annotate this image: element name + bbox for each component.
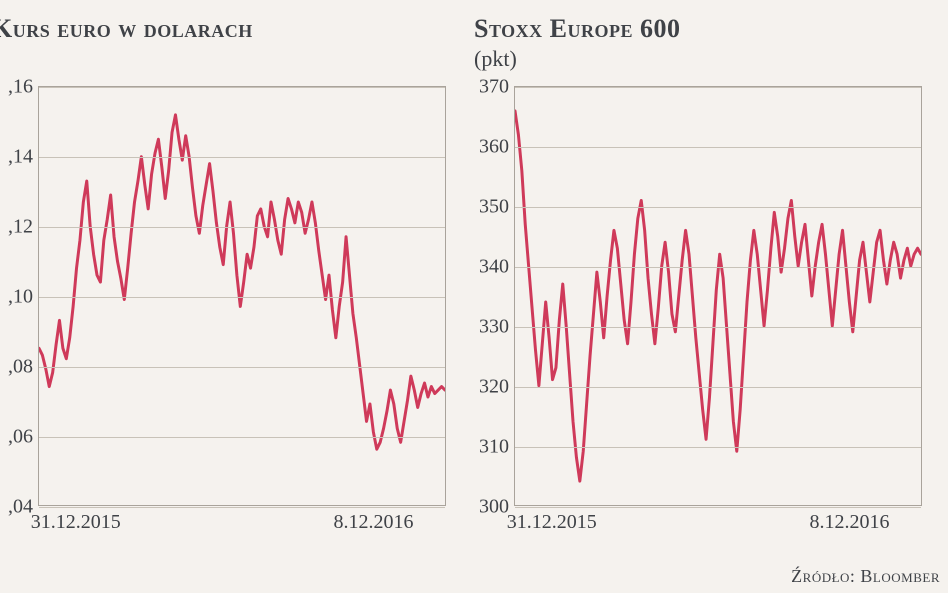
ytick-label: 360 xyxy=(479,136,515,159)
ytick-label: ,06 xyxy=(8,426,39,449)
ytick-label: ,10 xyxy=(8,286,39,309)
gridline xyxy=(39,367,445,368)
chart-right: Stoxx Europe 600 (pkt) 30031032033034035… xyxy=(474,14,922,506)
source-label: Źródło: Bloomber xyxy=(791,566,940,587)
chart-left-title: Kurs euro w dolarach xyxy=(0,14,446,44)
chart-left: Kurs euro w dolarach ,04,06,08,10,12,14,… xyxy=(0,14,446,506)
chart-right-plot: 30031032033034035036037031.12.20158.12.2… xyxy=(514,86,922,506)
ytick-label: 310 xyxy=(479,436,515,459)
xtick-label: 31.12.2015 xyxy=(31,505,121,534)
chart-left-line xyxy=(39,87,445,505)
gridline xyxy=(515,267,921,268)
xtick-label: 8.12.2016 xyxy=(810,505,890,534)
ytick-label: 330 xyxy=(479,316,515,339)
ytick-label: ,08 xyxy=(8,356,39,379)
ytick-label: ,16 xyxy=(8,76,39,99)
gridline xyxy=(39,297,445,298)
xtick-label: 8.12.2016 xyxy=(334,505,414,534)
gridline xyxy=(515,87,921,88)
ytick-label: 320 xyxy=(479,376,515,399)
chart-right-subtitle: (pkt) xyxy=(474,46,922,72)
xtick-label: 31.12.2015 xyxy=(507,505,597,534)
gridline xyxy=(39,227,445,228)
gridline xyxy=(515,327,921,328)
chart-right-line xyxy=(515,87,921,505)
gridline xyxy=(515,447,921,448)
chart-left-plot: ,04,06,08,10,12,14,1631.12.20158.12.2016 xyxy=(38,86,446,506)
gridline xyxy=(515,147,921,148)
ytick-label: 370 xyxy=(479,76,515,99)
gridline xyxy=(515,387,921,388)
ytick-label: ,12 xyxy=(8,216,39,239)
ytick-label: 340 xyxy=(479,256,515,279)
gridline xyxy=(39,437,445,438)
gridline xyxy=(39,157,445,158)
gridline xyxy=(39,87,445,88)
gridline xyxy=(515,207,921,208)
charts-row: Kurs euro w dolarach ,04,06,08,10,12,14,… xyxy=(0,0,948,506)
chart-right-title: Stoxx Europe 600 xyxy=(474,14,922,44)
ytick-label: 350 xyxy=(479,196,515,219)
ytick-label: ,14 xyxy=(8,146,39,169)
